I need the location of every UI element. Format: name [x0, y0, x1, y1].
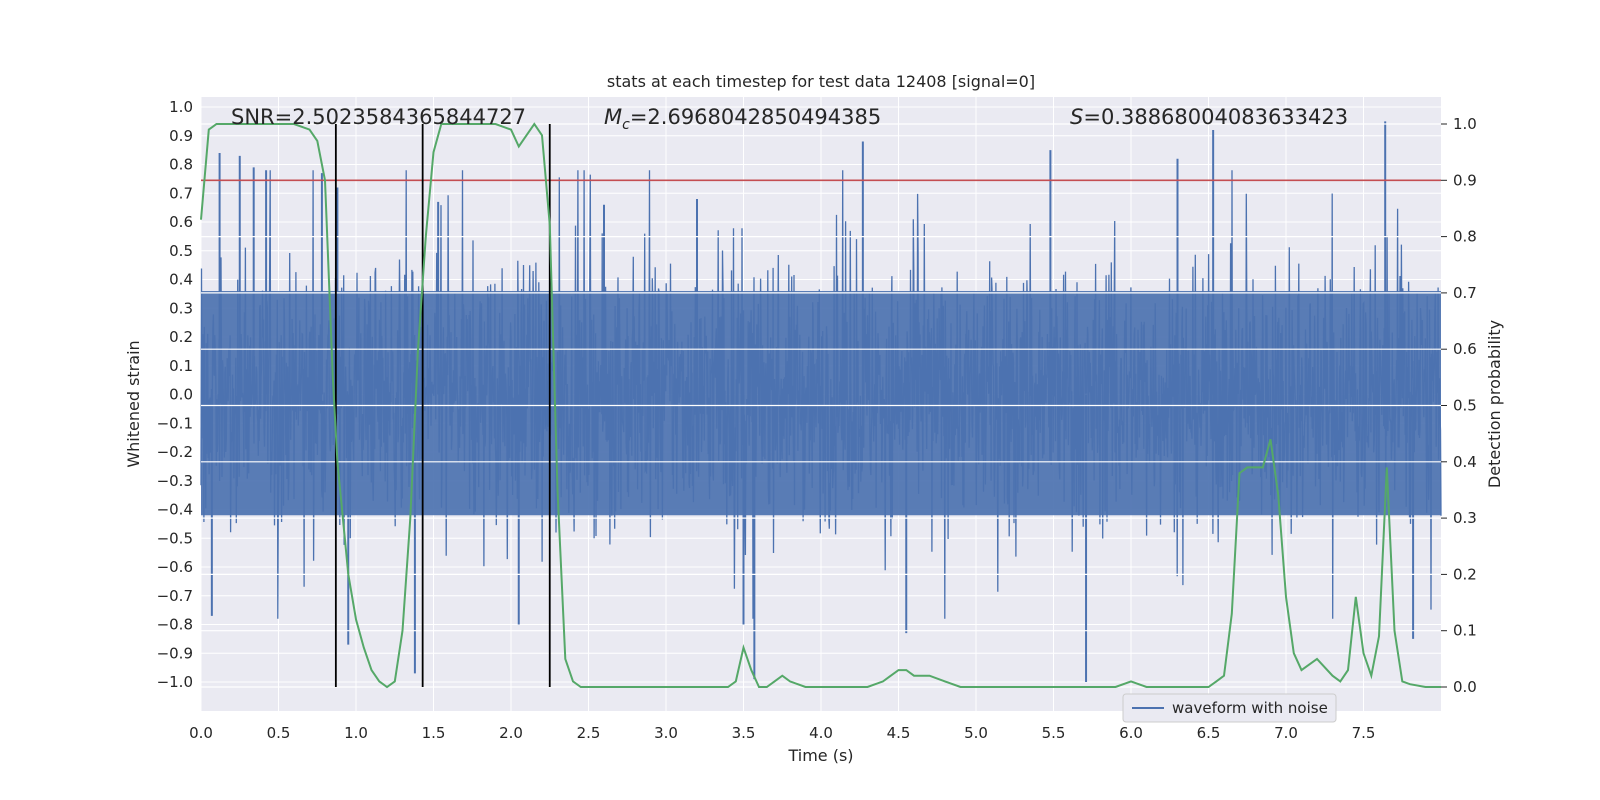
- y-right-tick-label: 0.0: [1453, 678, 1477, 696]
- mc-value: =2.6968042850494385: [630, 105, 881, 129]
- snr-annotation: SNR=2.5023584365844727: [231, 105, 526, 129]
- legend-waveform-label: waveform with noise: [1172, 699, 1328, 717]
- y-left-tick-label: −0.2: [157, 443, 193, 461]
- y-left-tick-label: 0.5: [169, 242, 193, 260]
- y-left-tick-label: 0.6: [169, 213, 193, 231]
- x-tick-label: 5.0: [964, 724, 988, 742]
- x-tick-label: 4.0: [809, 724, 833, 742]
- probability-series: [200, 122, 1441, 689]
- y-left-tick-label: −0.7: [157, 587, 193, 605]
- y-left-tick-label: −0.3: [157, 472, 193, 490]
- mc-symbol: M: [604, 105, 622, 129]
- x-axis-label: Time (s): [787, 746, 853, 765]
- x-tick-label: 1.5: [422, 724, 446, 742]
- y-left-tick-label: −0.8: [157, 616, 193, 634]
- x-tick-label: 6.5: [1197, 724, 1221, 742]
- y-right-tick-label: 0.5: [1453, 397, 1477, 415]
- x-tick-label: 3.0: [654, 724, 678, 742]
- y-left-tick-label: −0.9: [157, 644, 193, 662]
- y-left-tick-label: −0.5: [157, 529, 193, 547]
- x-tick-label: 1.0: [344, 724, 368, 742]
- y-right-tick-label: 1.0: [1453, 115, 1477, 133]
- y-left-tick-label: 1.0: [169, 98, 193, 116]
- mc-subscript: c: [622, 117, 630, 133]
- x-tick-label: 5.5: [1042, 724, 1066, 742]
- y-right-tick-label: 0.7: [1453, 284, 1477, 302]
- y-right-tick-labels: 1.0 0.9 0.8 0.7 0.6 0.5 0.4 0.3 0.2 0.1 0.0: [1441, 115, 1477, 696]
- y-left-tick-label: 0.3: [169, 299, 193, 317]
- y-right-axis-label: Detection probability: [1485, 320, 1504, 488]
- y-left-tick-label: −0.4: [157, 501, 193, 519]
- mc-annotation: Mc=2.6968042850494385: [604, 105, 881, 133]
- y-left-axis-label: Whitened strain: [124, 340, 143, 467]
- x-tick-label: 2.5: [577, 724, 601, 742]
- y-right-tick-label: 0.4: [1453, 453, 1477, 471]
- y-right-tick-label: 0.3: [1453, 509, 1477, 527]
- y-left-tick-label: 0.8: [169, 156, 193, 174]
- y-left-tick-label: 0.9: [169, 127, 193, 145]
- y-left-tick-label: −0.1: [157, 414, 193, 432]
- x-tick-labels: 0.0 0.5 1.0 1.5 2.0 2.5 3.0 3.5 4.0 4.5 5.0 5.5 6.0 6…: [189, 724, 1375, 742]
- y-left-tick-label: 0.0: [169, 386, 193, 404]
- y-left-tick-label: −1.0: [157, 673, 193, 691]
- y-left-tick-labels: 1.0 0.9 0.8 0.7 0.6 0.5 0.4 0.3 0.2 0.1 0.0 −0.1 −0.…: [157, 98, 193, 691]
- y-left-tick-label: −0.6: [157, 558, 193, 576]
- s-symbol: S: [1070, 105, 1083, 129]
- y-left-tick-label: 0.4: [169, 271, 193, 289]
- x-tick-label: 4.5: [887, 724, 911, 742]
- x-tick-label: 7.0: [1274, 724, 1298, 742]
- probability-line: [200, 122, 1441, 689]
- x-tick-label: 0.5: [267, 724, 291, 742]
- chart-title: stats at each timestep for test data 124…: [607, 72, 1035, 91]
- y-right-tick-label: 0.1: [1453, 622, 1477, 640]
- x-tick-label: 6.0: [1119, 724, 1143, 742]
- y-left-tick-label: 0.1: [169, 357, 193, 375]
- legend: waveform with noise: [1122, 693, 1337, 723]
- y-right-tick-label: 0.2: [1453, 565, 1477, 583]
- legend-box: [1122, 693, 1337, 723]
- waveform-series: [200, 121, 1442, 682]
- x-tick-label: 7.5: [1352, 724, 1376, 742]
- x-tick-label: 3.5: [732, 724, 756, 742]
- y-right-tick-label: 0.6: [1453, 340, 1477, 358]
- s-annotation: S=0.38868004083633423: [1070, 105, 1348, 129]
- x-tick-label: 2.0: [499, 724, 523, 742]
- waveform-core-band: [201, 291, 1441, 516]
- y-right-tick-label: 0.9: [1453, 171, 1477, 189]
- y-left-tick-label: 0.2: [169, 328, 193, 346]
- s-value: =0.38868004083633423: [1083, 105, 1348, 129]
- y-left-tick-label: 0.7: [169, 184, 193, 202]
- y-right-tick-label: 0.8: [1453, 228, 1477, 246]
- x-tick-label: 0.0: [189, 724, 213, 742]
